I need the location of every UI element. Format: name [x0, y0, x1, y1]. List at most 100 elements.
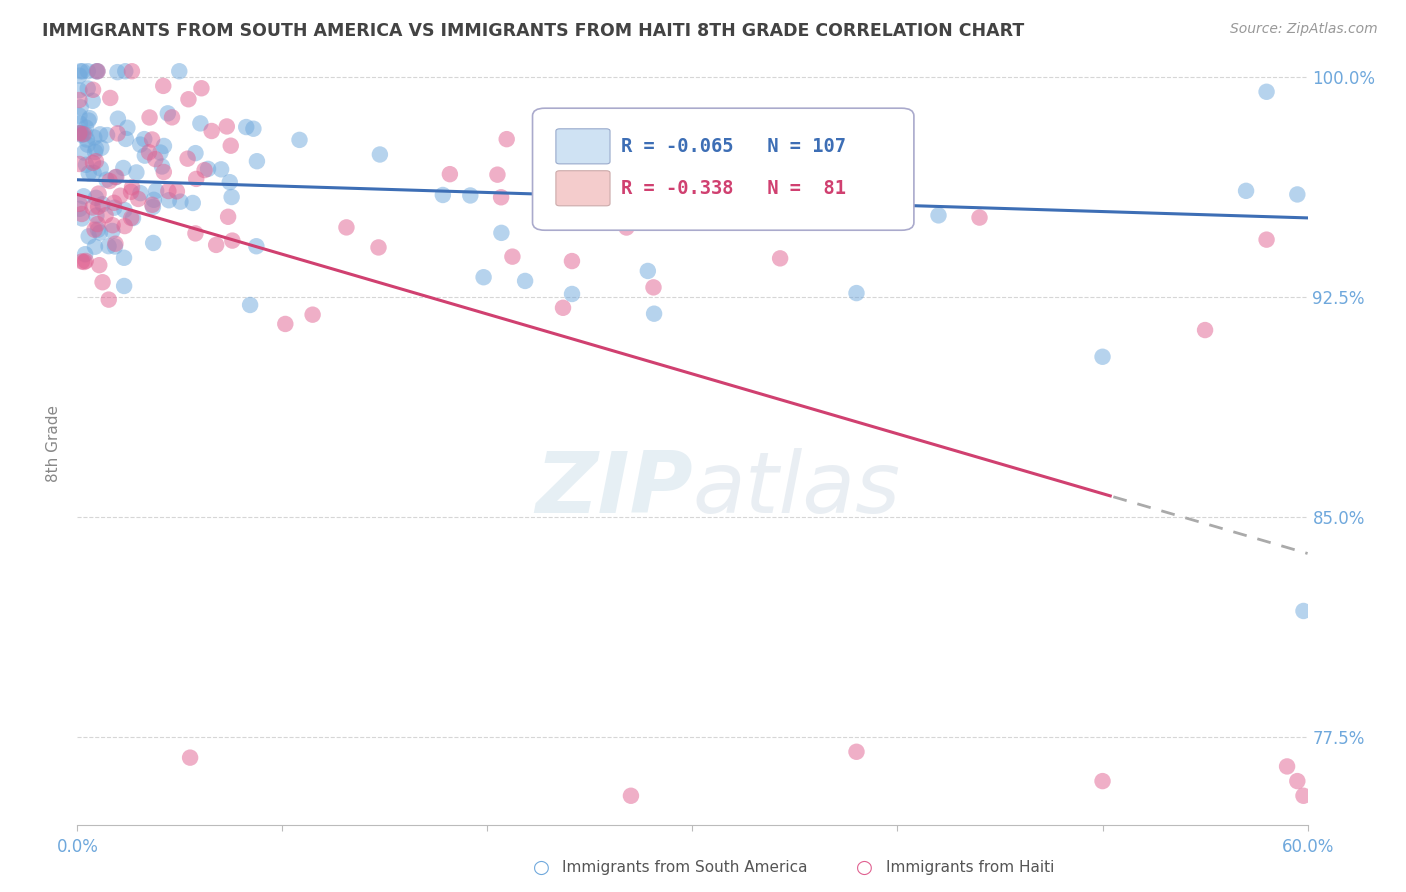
Point — [143, 152, 166, 166]
Point — [90, 141, 112, 155]
Point — [98, 174, 121, 188]
Point — [112, 161, 135, 175]
Point — [94, 208, 117, 222]
Point — [82, 156, 104, 170]
Point — [1286, 774, 1309, 789]
Point — [167, 64, 190, 78]
Point — [246, 154, 269, 169]
Point — [86, 209, 108, 223]
Point — [98, 91, 121, 105]
Point — [184, 227, 207, 241]
Point — [472, 270, 495, 285]
FancyBboxPatch shape — [555, 128, 610, 164]
Point — [205, 238, 228, 252]
Point — [70, 128, 93, 142]
Point — [129, 137, 152, 152]
Point — [117, 120, 139, 135]
Point — [190, 81, 212, 95]
Point — [77, 229, 100, 244]
Point — [73, 145, 96, 160]
Point — [104, 239, 127, 253]
Point — [142, 193, 165, 207]
Point — [239, 298, 262, 312]
Point — [72, 127, 94, 141]
Point — [77, 113, 100, 128]
Point — [82, 201, 104, 215]
Point — [489, 190, 512, 204]
Point — [120, 211, 142, 225]
Point — [219, 138, 242, 153]
Point — [194, 163, 217, 178]
Point — [1292, 604, 1315, 618]
Point — [1256, 85, 1278, 99]
Point — [86, 217, 108, 231]
Point — [160, 111, 183, 125]
Point — [845, 286, 868, 301]
Point — [89, 128, 111, 142]
Point — [367, 240, 389, 254]
Point — [67, 109, 90, 123]
Point — [69, 100, 91, 114]
Point — [274, 317, 297, 331]
Point — [97, 293, 120, 307]
Text: ○: ○ — [856, 857, 873, 877]
Point — [67, 126, 90, 140]
Point — [76, 137, 98, 152]
Point — [969, 211, 991, 225]
Point — [70, 126, 93, 140]
Point — [145, 184, 167, 198]
Point — [75, 254, 97, 268]
Point — [69, 64, 91, 78]
Point — [107, 127, 129, 141]
Point — [114, 202, 136, 217]
Point — [845, 745, 868, 759]
Point — [245, 239, 267, 253]
Text: Source: ZipAtlas.com: Source: ZipAtlas.com — [1230, 22, 1378, 37]
Point — [169, 194, 191, 209]
Point — [714, 201, 737, 215]
Point — [91, 197, 114, 211]
Point — [114, 64, 136, 78]
Point — [84, 142, 107, 156]
FancyBboxPatch shape — [533, 108, 914, 230]
Point — [105, 169, 128, 184]
Point — [121, 180, 143, 194]
Point — [157, 184, 180, 198]
Point — [86, 64, 108, 78]
Point — [460, 188, 482, 202]
Point — [368, 147, 391, 161]
FancyBboxPatch shape — [555, 170, 610, 206]
Point — [82, 94, 104, 108]
Point — [491, 226, 513, 240]
Text: IMMIGRANTS FROM SOUTH AMERICA VS IMMIGRANTS FROM HAITI 8TH GRADE CORRELATION CHA: IMMIGRANTS FROM SOUTH AMERICA VS IMMIGRA… — [42, 22, 1025, 40]
Point — [142, 200, 165, 214]
Point — [501, 250, 523, 264]
Point — [217, 210, 239, 224]
Point — [141, 132, 163, 146]
Point — [122, 211, 145, 225]
Text: Immigrants from Haiti: Immigrants from Haiti — [886, 860, 1054, 874]
Point — [486, 168, 509, 182]
Point — [617, 169, 640, 184]
Point — [87, 223, 110, 237]
Point — [242, 121, 264, 136]
Point — [177, 92, 200, 106]
Point — [1292, 789, 1315, 803]
Point — [70, 211, 93, 226]
Point — [87, 200, 110, 214]
Point — [67, 83, 90, 97]
Point — [96, 172, 118, 186]
Point — [96, 128, 118, 142]
Point — [76, 132, 98, 146]
Point — [176, 152, 198, 166]
Point — [288, 133, 311, 147]
Point — [83, 130, 105, 145]
Point — [551, 301, 574, 315]
Point — [134, 148, 156, 162]
Point — [103, 195, 125, 210]
Point — [235, 120, 257, 134]
Point — [121, 64, 143, 78]
Point — [87, 186, 110, 201]
Point — [70, 254, 93, 268]
Point — [1234, 184, 1257, 198]
